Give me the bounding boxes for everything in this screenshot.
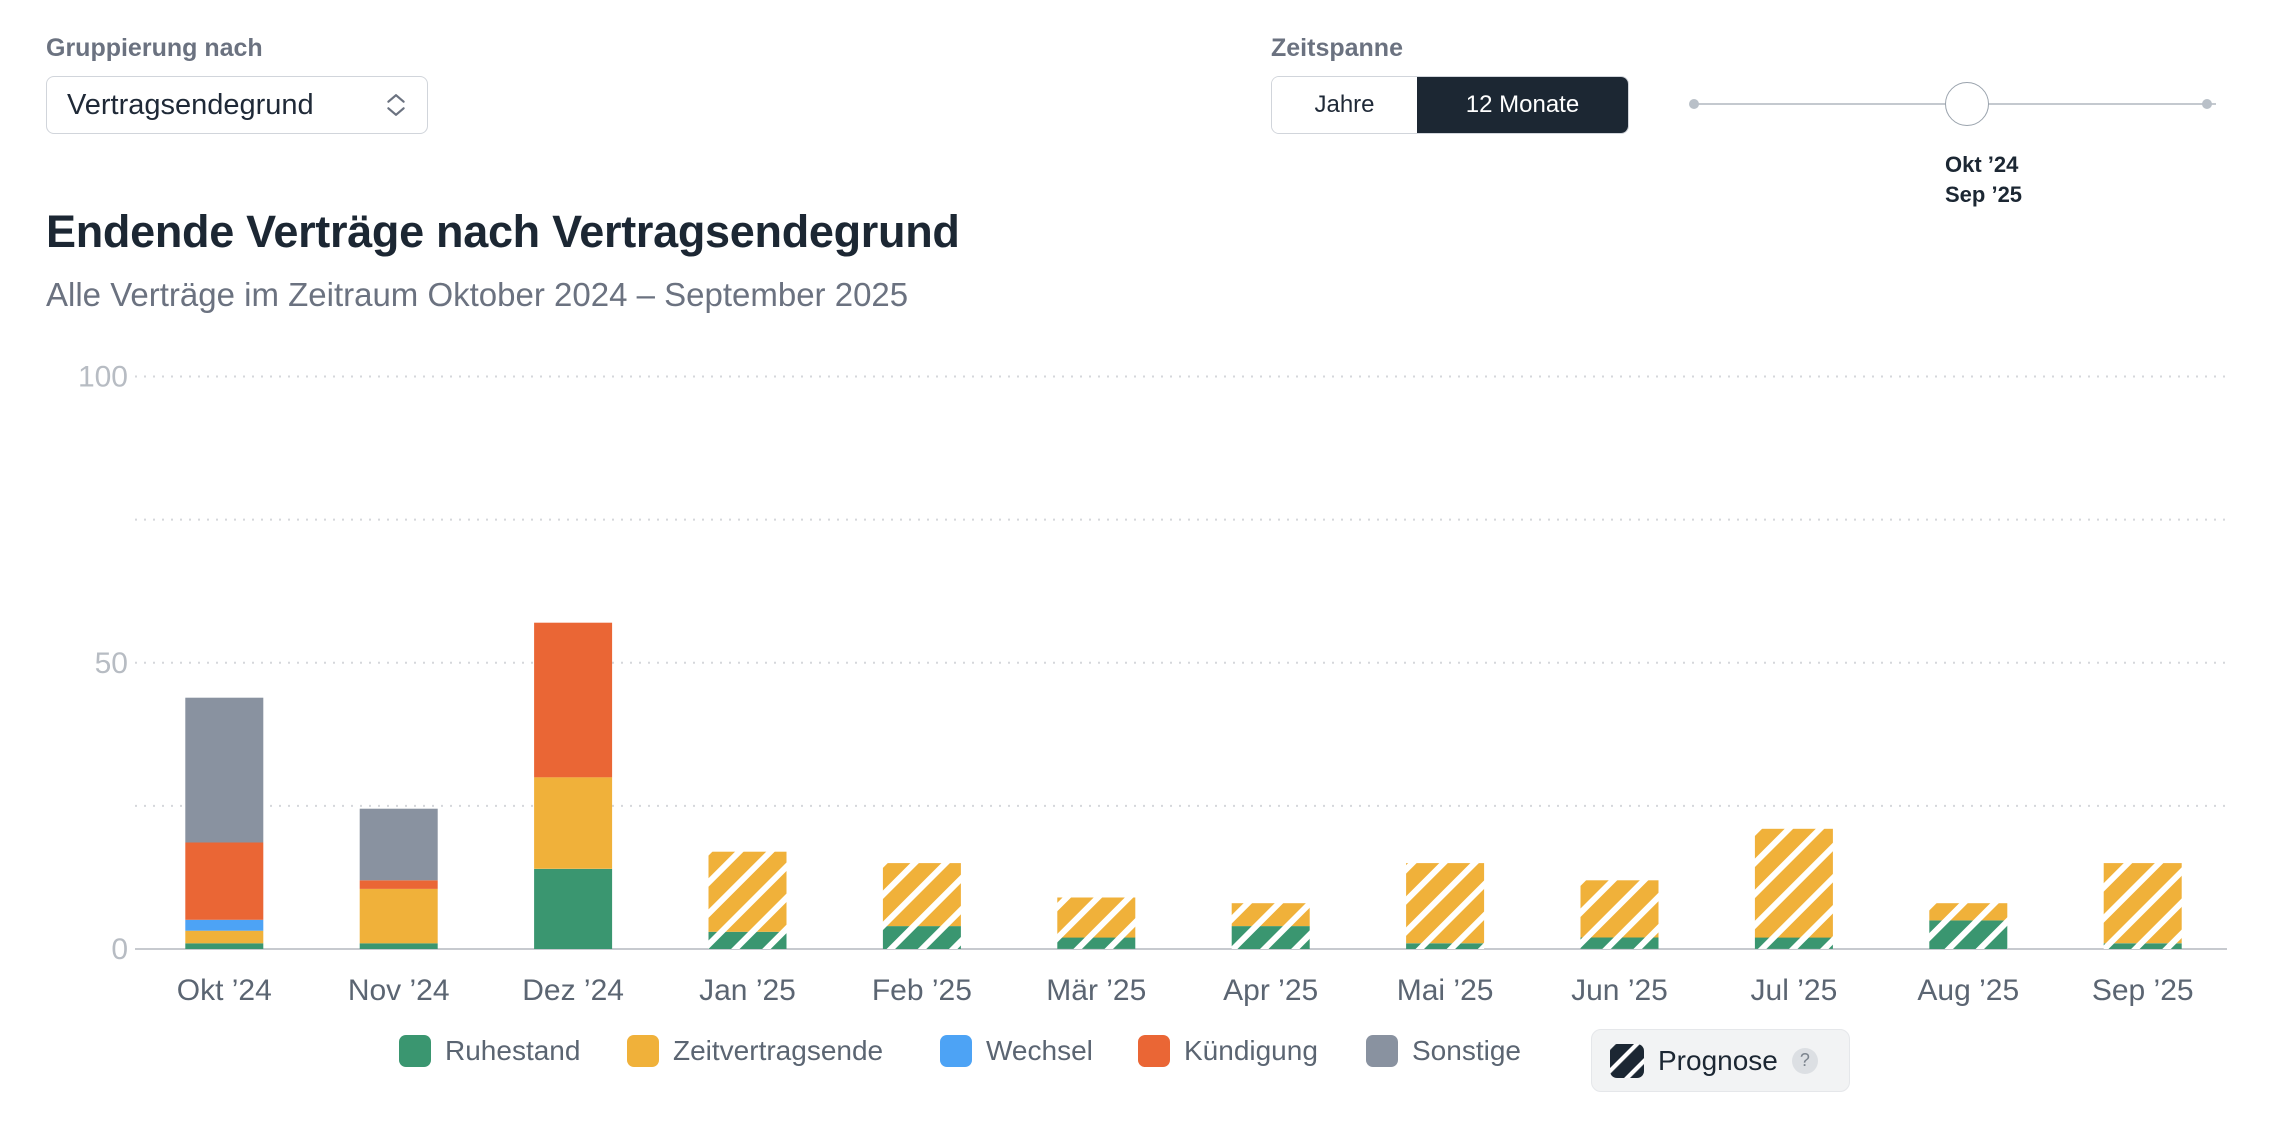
svg-text:Dez ’24: Dez ’24 [522, 974, 624, 1007]
svg-text:Feb ’25: Feb ’25 [872, 974, 972, 1007]
svg-text:Apr ’25: Apr ’25 [1223, 974, 1318, 1007]
svg-text:Mai ’25: Mai ’25 [1397, 974, 1494, 1007]
svg-text:Okt ’24: Okt ’24 [177, 974, 272, 1007]
svg-text:Aug ’25: Aug ’25 [1917, 974, 2019, 1007]
svg-text:Jan ’25: Jan ’25 [699, 974, 796, 1007]
svg-text:Sep ’25: Sep ’25 [2092, 974, 2194, 1007]
svg-text:Mär ’25: Mär ’25 [1046, 974, 1146, 1007]
svg-text:Jun ’25: Jun ’25 [1571, 974, 1668, 1007]
svg-text:100: 100 [78, 361, 128, 394]
svg-text:Nov ’24: Nov ’24 [348, 974, 450, 1007]
svg-text:0: 0 [111, 933, 128, 966]
svg-text:50: 50 [95, 647, 128, 680]
svg-text:Jul ’25: Jul ’25 [1751, 974, 1838, 1007]
